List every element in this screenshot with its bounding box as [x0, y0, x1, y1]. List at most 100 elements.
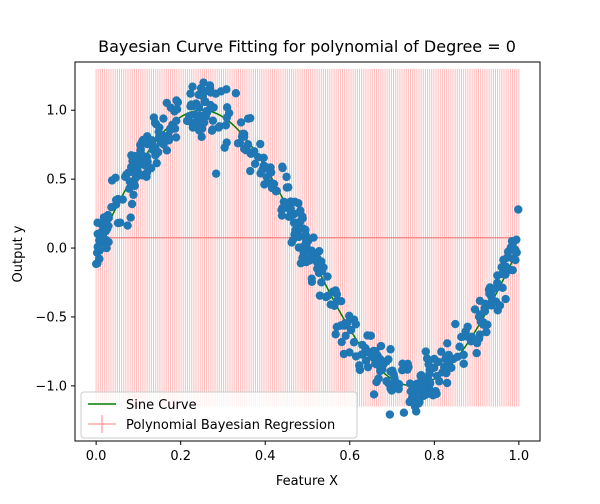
scatter-point	[421, 347, 430, 356]
scatter-point	[187, 100, 196, 109]
scatter-point	[188, 82, 197, 91]
scatter-point	[498, 283, 507, 293]
scatter-point	[123, 221, 132, 230]
scatter-point	[475, 312, 484, 321]
scatter-point	[154, 127, 163, 136]
scatter-point	[475, 296, 485, 306]
scatter-point	[411, 394, 420, 403]
scatter-point	[487, 301, 496, 310]
scatter-point	[451, 319, 460, 329]
scatter-point	[92, 248, 102, 257]
scatter-point	[173, 98, 183, 107]
scatter-point	[482, 327, 491, 337]
scatter-point	[95, 236, 104, 245]
scatter-point	[497, 269, 507, 279]
scatter-point	[171, 133, 181, 142]
scatter-point	[296, 217, 305, 226]
x-axis-label: Feature X	[276, 474, 338, 489]
scatter-point	[111, 195, 121, 205]
x-tick-label: 0.6	[339, 449, 360, 464]
scatter-point	[441, 354, 450, 363]
scatter-point	[346, 325, 356, 335]
scatter-point	[282, 199, 291, 209]
scatter-point	[385, 410, 395, 419]
scatter-point	[197, 132, 206, 142]
scatter-point	[342, 318, 352, 328]
scatter-point	[143, 157, 152, 167]
x-tick-label: 0.4	[255, 449, 276, 464]
scatter-point	[508, 265, 517, 275]
scatter-point	[124, 168, 133, 177]
scatter-point	[115, 218, 125, 227]
scatter-point	[295, 207, 305, 217]
scatter-point	[317, 278, 326, 287]
y-tick-label: 1.0	[46, 104, 67, 119]
scatter-point	[386, 345, 395, 354]
scatter-point	[239, 132, 249, 141]
scatter-point	[386, 367, 395, 376]
scatter-point	[104, 237, 113, 247]
scatter-point	[355, 361, 364, 370]
scatter-point	[434, 357, 443, 367]
scatter-point	[339, 349, 349, 359]
scatter-point	[331, 286, 340, 295]
scatter-point	[514, 205, 523, 214]
scatter-point	[420, 381, 429, 390]
x-tick-label: 0.8	[424, 449, 445, 464]
scatter-point	[284, 183, 293, 192]
scatter-point	[231, 89, 241, 98]
scatter-point	[479, 318, 488, 327]
scatter-point	[312, 253, 322, 263]
scatter-point	[323, 272, 332, 281]
scatter-point	[170, 107, 179, 116]
scatter-point	[104, 212, 113, 222]
scatter-point	[296, 259, 306, 268]
scatter-point	[337, 297, 346, 306]
axes-frame	[74, 61, 541, 442]
scatter-point	[302, 242, 311, 251]
scatter-point	[358, 340, 367, 350]
scatter-point	[222, 85, 231, 94]
scatter-point	[384, 379, 393, 388]
scatter-point	[129, 190, 138, 200]
scatter-point	[344, 311, 354, 321]
scatter-point	[256, 139, 265, 149]
scatter-point	[107, 203, 116, 212]
scatter-point	[475, 330, 485, 339]
scatter-point	[315, 291, 325, 300]
scatter-point	[246, 166, 255, 176]
legend-regression-label: Polynomial Bayesian Regression	[126, 418, 335, 433]
scatter-point	[222, 113, 232, 122]
scatter-point	[493, 306, 502, 315]
scatter-point	[185, 111, 194, 121]
scatter-point	[437, 347, 446, 356]
scatter-point	[268, 180, 277, 189]
scatter-point	[459, 359, 468, 368]
legend: Sine Curve Polynomial Bayesian Regressio…	[80, 391, 358, 439]
scatter-point	[222, 138, 231, 147]
scatter-point	[138, 151, 147, 160]
scatter-point	[467, 332, 476, 341]
scatter-point	[319, 263, 328, 272]
scatter-point	[186, 89, 195, 98]
scatter-point	[442, 378, 452, 388]
scatter-point	[250, 147, 259, 156]
scatter-point	[374, 374, 383, 383]
y-tick-label: 0.0	[46, 242, 67, 257]
scatter-point	[394, 384, 403, 394]
y-tick-label: −0.5	[35, 310, 67, 325]
scatter-point	[470, 305, 480, 314]
legend-box	[80, 391, 358, 439]
scatter-point	[159, 114, 168, 123]
scatter-point	[260, 180, 269, 189]
scatter-point	[323, 291, 333, 301]
scatter-point	[159, 140, 168, 149]
scatter-point	[309, 233, 318, 242]
scatter-point	[126, 213, 135, 222]
scatter-point	[282, 172, 291, 182]
scatter-points	[91, 78, 523, 419]
scatter-point	[294, 199, 303, 208]
scatter-point	[118, 195, 127, 204]
scatter-point	[208, 125, 217, 134]
